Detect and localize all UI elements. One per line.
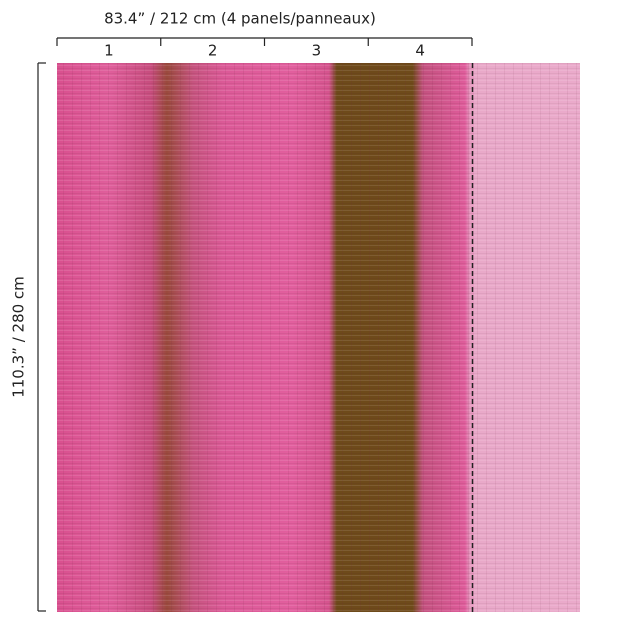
width-label: 83.4” / 212 cm (4 panels/panneaux) — [104, 10, 376, 28]
panel-number: 4 — [415, 42, 425, 60]
height-label: 110.3” / 280 cm — [10, 276, 28, 398]
mural-grid — [57, 63, 580, 612]
width-bracket — [56, 37, 473, 46]
height-bracket — [37, 62, 46, 612]
mural-overflow — [474, 63, 580, 612]
mural-artwork — [57, 63, 580, 612]
panel-number: 1 — [104, 42, 114, 60]
panel-labels: 1 2 3 4 — [104, 42, 425, 60]
panel-number: 2 — [208, 42, 218, 60]
panel-number: 3 — [312, 42, 322, 60]
